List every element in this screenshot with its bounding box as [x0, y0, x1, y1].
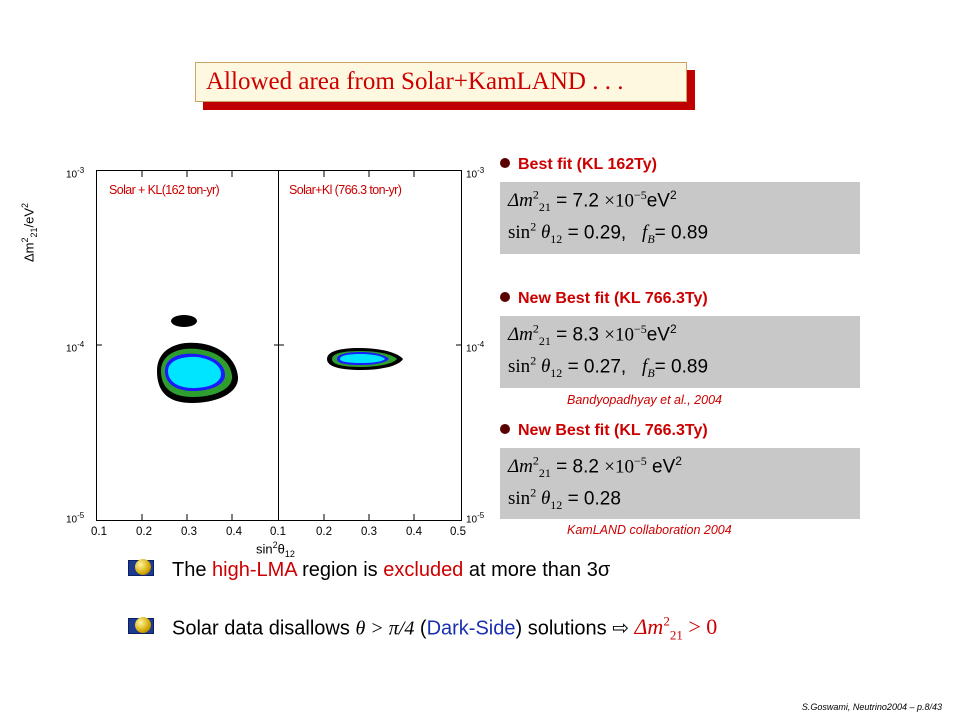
contour-panel-right: Solar+Kl (766.3 ton-yr) [278, 170, 462, 521]
contour-plot-right [279, 171, 461, 520]
x-tick-right-1: 0.3 [361, 526, 377, 538]
y-axis-label-sup: 2 [20, 237, 30, 243]
contour-panel-left: Solar + KL(162 ton-yr) [96, 170, 280, 521]
fit-box-2: Δm221 = 8.3 ×10−5eV2 sin2 θ12 = 0.27, fB… [500, 316, 860, 388]
fit-box-1: Δm221 = 7.2 ×10−5eV2 sin2 θ12 = 0.29, fB… [500, 182, 860, 254]
fit-heading-1: Best fit (KL 162Ty) [500, 156, 657, 174]
panel-left-label: Solar + KL(162 ton-yr) [109, 183, 220, 197]
x-tick-right-2: 0.4 [406, 526, 422, 538]
fit-1-sin2: sin2 θ12 = 0.29, fB= 0.89 [508, 220, 709, 247]
y-axis-label-main: Δm [21, 242, 37, 262]
y-tick-bottom-right: 10-5 [466, 511, 485, 526]
bullet-high-lma: The high-LMA region is excluded at more … [128, 559, 610, 582]
contour-island-left [171, 315, 197, 327]
y-tick-mid-right: 10-4 [466, 340, 485, 355]
fit-heading-2: New Best fit (KL 766.3Ty) [500, 290, 708, 308]
x-tick-right-3: 0.5 [450, 526, 466, 538]
bullet-ball-icon [128, 617, 154, 635]
slide-title: Allowed area from Solar+KamLAND . . . [206, 68, 624, 95]
y-axis-label: Δm221/eV2 [20, 203, 39, 262]
fit-3-sin2: sin2 θ12 = 0.28 [508, 486, 621, 513]
fit-1-dm2: Δm221 = 7.2 ×10−5eV2 [508, 188, 677, 215]
x-tick-left-2: 0.3 [181, 526, 197, 538]
fit-2-dm2: Δm221 = 8.3 ×10−5eV2 [508, 322, 677, 349]
slide-footer: S.Goswami, Neutrino2004 – p.8/43 [801, 702, 942, 712]
x-tick-left-3: 0.4 [226, 526, 242, 538]
x-tick-right-0: 0.2 [316, 526, 332, 538]
y-tick-bottom-left: 10-5 [66, 511, 85, 526]
citation-3: KamLAND collaboration 2004 [567, 523, 732, 537]
bullet-ball-icon [128, 559, 154, 576]
y-axis-label-sub: 21 [28, 227, 39, 238]
contour-inner-right [340, 354, 385, 363]
fit-3-dm2: Δm221 = 8.2 ×10−5 eV2 [508, 454, 682, 481]
bullet-dark-side: Solar data disallows θ > π/4 (Dark-Side)… [128, 614, 717, 644]
x-tick-left-0: 0.1 [91, 526, 107, 538]
x-tick-left-1: 0.2 [136, 526, 152, 538]
y-tick-mid-left: 10-4 [66, 340, 85, 355]
bullet-dot-1 [500, 158, 510, 168]
y-axis-label-unit: /eV [21, 207, 37, 228]
x-axis-label: sin2θ12 [256, 540, 295, 559]
panel-right-label: Solar+Kl (766.3 ton-yr) [289, 183, 402, 197]
bullet-dot-2 [500, 292, 510, 302]
citation-2: Bandyopadhyay et al., 2004 [567, 393, 722, 407]
x-tick-shared: 0.1 [270, 526, 286, 538]
slide-title-box: Allowed area from Solar+KamLAND . . . [195, 62, 687, 102]
y-tick-top-right: 10-3 [466, 166, 485, 181]
y-tick-top-left: 10-3 [66, 166, 85, 181]
y-axis-label-unit-sup: 2 [20, 202, 30, 208]
fit-2-sin2: sin2 θ12 = 0.27, fB= 0.89 [508, 354, 709, 381]
fit-box-3: Δm221 = 8.2 ×10−5 eV2 sin2 θ12 = 0.28 [500, 448, 860, 519]
contour-inner-left [168, 356, 221, 388]
bullet-dot-3 [500, 424, 510, 434]
contour-plot-left [97, 171, 279, 520]
fit-heading-3: New Best fit (KL 766.3Ty) [500, 422, 708, 440]
